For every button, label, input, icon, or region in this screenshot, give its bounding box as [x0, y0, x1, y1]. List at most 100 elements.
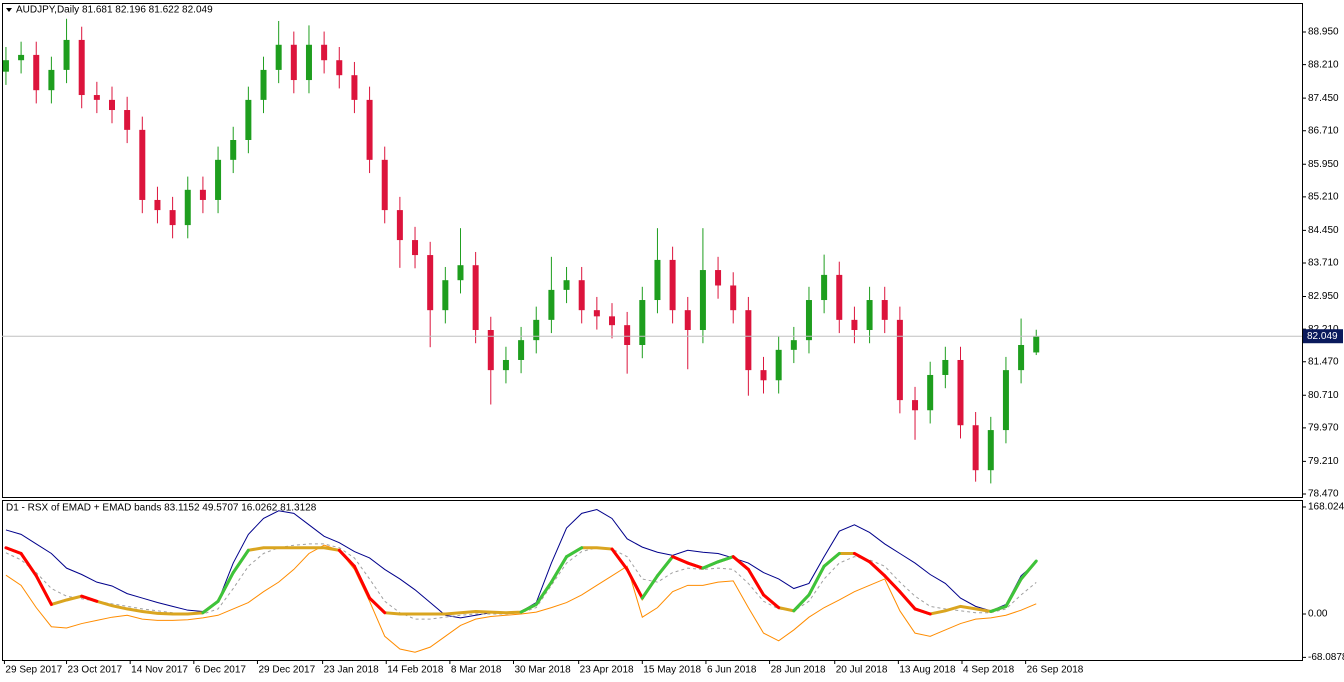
candle-body [578, 280, 585, 311]
x-tick-label: 8 Mar 2018 [451, 665, 502, 676]
candle-body [260, 69, 267, 100]
candle-body [881, 300, 888, 320]
trend-segment [762, 593, 781, 610]
candle-body [457, 265, 464, 281]
x-tick-label: 29 Dec 2017 [258, 665, 315, 676]
trend-segment [852, 551, 872, 564]
trend-segment [231, 548, 250, 575]
x-tick-label: 29 Sep 2017 [5, 665, 62, 676]
x-tick-label: 23 Oct 2017 [68, 665, 123, 676]
y-tick-label: 0.00 [1308, 609, 1328, 620]
candle-body [305, 44, 312, 81]
candle-body [245, 99, 252, 141]
candle-body [715, 270, 722, 286]
y-tick-label: 85.950 [1308, 159, 1339, 170]
trend-segment [34, 574, 53, 606]
indicator-title: D1 - RSX of EMAD + EMAD bands 83.1152 49… [6, 503, 317, 514]
candle-body [109, 99, 115, 111]
trend-segment [807, 564, 826, 597]
menu-arrow-icon[interactable] [6, 8, 12, 12]
trend-segment [822, 551, 841, 568]
candle-body [487, 330, 494, 371]
x-tick-label: 15 May 2018 [643, 665, 701, 676]
candle-body [896, 319, 903, 401]
trend-segment [352, 564, 372, 600]
candle-body [972, 425, 979, 471]
trend-segment [1019, 559, 1038, 581]
trend-segment [792, 593, 811, 613]
trend-segment [519, 602, 538, 614]
candle-body [548, 289, 555, 320]
price-panel-frame [2, 3, 1303, 498]
candle-body [684, 310, 691, 331]
trend-segment [686, 561, 705, 570]
trend-segment [201, 599, 220, 615]
candle-body [730, 285, 737, 311]
trend-segment [610, 547, 629, 571]
candle-body [124, 110, 131, 130]
candle-body [745, 310, 752, 371]
trend-segment [655, 555, 675, 578]
x-tick-label: 28 Jun 2018 [771, 665, 826, 676]
x-tick-label: 26 Sep 2018 [1027, 665, 1084, 676]
x-tick-label: 6 Dec 2017 [195, 665, 247, 676]
candle-body [957, 359, 964, 426]
trend-segment [625, 567, 644, 600]
candle-body [912, 400, 919, 411]
trend-segment [913, 607, 932, 616]
y-tick-label: 85.210 [1308, 192, 1339, 203]
x-tick-label: 6 Jun 2018 [707, 665, 757, 676]
trend-segment [368, 596, 387, 615]
candle-body [351, 75, 358, 100]
trend-segment [565, 546, 584, 559]
candle-body [63, 39, 70, 70]
trend-segment [898, 590, 917, 611]
indicator-panel-frame [2, 500, 1303, 661]
candle-body [215, 159, 222, 200]
x-tick-label: 14 Feb 2018 [387, 665, 444, 676]
candle-body [412, 240, 419, 256]
candle-body [230, 140, 237, 160]
trend-segment [883, 574, 902, 594]
candle-body [609, 316, 615, 326]
candle-body [366, 99, 373, 160]
candle-body [987, 430, 994, 471]
candle-body [321, 44, 328, 61]
candle-body [563, 280, 570, 290]
y-tick-label: -68.0878 [1308, 652, 1344, 663]
indicator-line [5, 544, 1037, 653]
candle-body [427, 255, 434, 311]
candle-body [2, 60, 9, 72]
candle-body [866, 300, 873, 331]
trend-segment [701, 560, 720, 570]
trend-segment [216, 571, 235, 603]
candle-body [169, 210, 176, 226]
y-tick-label: 88.210 [1308, 59, 1339, 70]
trend-segment [4, 546, 23, 555]
candle-body [336, 60, 343, 76]
candle-body [1033, 336, 1040, 353]
candle-body [821, 274, 828, 301]
marks: 88.950 88.210 87.450 86.710 85.950 85.210 84.4… [2, 18, 1344, 676]
candle-body [518, 340, 525, 360]
candle-body [290, 44, 297, 81]
y-tick-label: 79.210 [1308, 456, 1339, 467]
candle-body [502, 359, 509, 371]
candle-body [48, 69, 55, 91]
trend-segment [716, 555, 735, 564]
candle-body [790, 340, 797, 350]
candle-body [396, 210, 403, 241]
trend-segment [80, 594, 99, 603]
candle-body [381, 159, 388, 211]
x-tick-label: 14 Nov 2017 [131, 665, 188, 676]
candle-body [93, 95, 100, 100]
trend-segment [989, 604, 1008, 613]
candle-body [78, 39, 85, 96]
trend-segment [549, 555, 569, 584]
candle-body [184, 189, 191, 226]
x-tick-label: 13 Aug 2018 [899, 665, 956, 676]
candle-body [669, 259, 676, 311]
y-tick-label: 87.450 [1308, 93, 1339, 104]
trend-segment [731, 555, 750, 571]
